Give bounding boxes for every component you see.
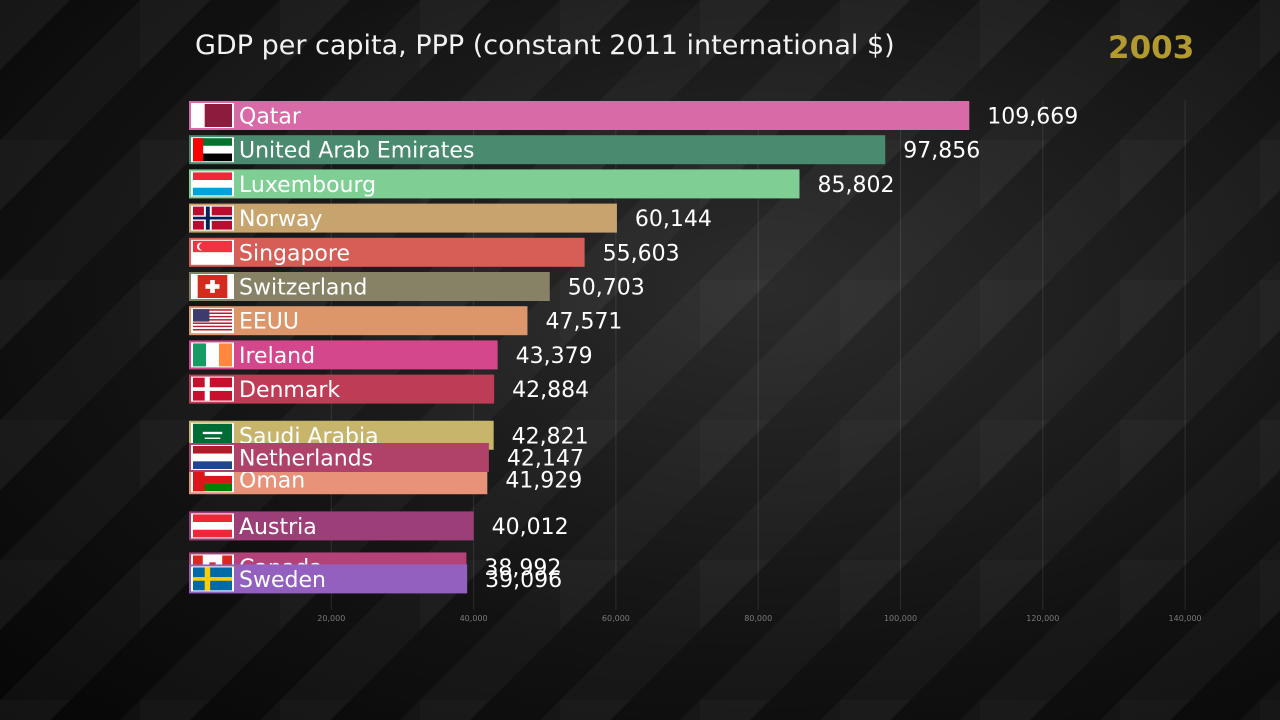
bar bbox=[189, 237, 585, 267]
bar-label: EEUU bbox=[239, 310, 299, 335]
bar-group: Qatar 109,669 bbox=[189, 101, 1078, 130]
bar-group: Austria 40,012 bbox=[189, 511, 569, 541]
x-tick-label: 100,000 bbox=[884, 614, 917, 623]
bar-label: Qatar bbox=[239, 105, 302, 130]
bar-label: Netherlands bbox=[239, 447, 373, 472]
bar-group: Singapore 55,603 bbox=[189, 237, 680, 267]
norway-flag bbox=[193, 206, 232, 230]
year-label: 2003 bbox=[1108, 30, 1195, 66]
bar bbox=[189, 443, 489, 472]
value-label: 85,802 bbox=[817, 173, 894, 198]
bar bbox=[189, 511, 474, 541]
saudi-flag bbox=[193, 423, 232, 447]
chart-title: GDP per capita, PPP (constant 2011 inter… bbox=[195, 30, 895, 61]
bar-group: Norway 60,144 bbox=[189, 203, 712, 233]
value-label: 60,144 bbox=[635, 207, 712, 232]
austria-flag bbox=[193, 514, 232, 538]
bar bbox=[189, 272, 550, 301]
bar bbox=[189, 564, 468, 594]
usa-flag bbox=[193, 309, 232, 333]
bar-label: Singapore bbox=[239, 241, 350, 266]
bar-group: EEUU 47,571 bbox=[189, 306, 622, 336]
bar-label: Austria bbox=[239, 515, 317, 540]
bar-group: Luxembourg 85,802 bbox=[189, 169, 894, 199]
x-tick-label: 80,000 bbox=[744, 614, 772, 623]
value-label: 38,992 bbox=[484, 556, 561, 581]
singapore-flag bbox=[193, 240, 232, 264]
bar-group: Switzerland 50,703 bbox=[189, 272, 645, 301]
value-label: 39,096 bbox=[485, 568, 562, 593]
bar bbox=[189, 169, 800, 199]
bar bbox=[189, 135, 886, 165]
value-label: 47,571 bbox=[545, 310, 622, 335]
value-label: 43,379 bbox=[516, 344, 593, 369]
bar bbox=[189, 374, 495, 404]
value-label: 109,669 bbox=[987, 105, 1078, 130]
x-tick-label: 20,000 bbox=[317, 614, 345, 623]
bar-group: Netherlands 42,147 bbox=[189, 443, 584, 472]
bar bbox=[189, 203, 617, 233]
value-label: 50,703 bbox=[568, 276, 645, 301]
sweden-flag bbox=[193, 567, 232, 591]
value-label: 55,603 bbox=[603, 241, 680, 266]
value-label: 42,884 bbox=[512, 378, 589, 403]
x-tick-label: 60,000 bbox=[602, 614, 630, 623]
oman-flag bbox=[193, 468, 232, 492]
x-tick-label: 120,000 bbox=[1026, 614, 1059, 623]
denmark-flag bbox=[193, 377, 232, 401]
value-label: 97,856 bbox=[903, 139, 980, 164]
bar-group: Ireland 43,379 bbox=[189, 340, 593, 370]
value-label: 42,147 bbox=[507, 447, 584, 472]
bar-label: Switzerland bbox=[239, 276, 367, 301]
bar-label: Sweden bbox=[239, 568, 326, 593]
netherlands-flag bbox=[193, 446, 232, 469]
switzerland-flag bbox=[197, 275, 228, 298]
qatar-flag bbox=[193, 104, 232, 127]
bar-group: Denmark 42,884 bbox=[189, 374, 589, 404]
bar bbox=[189, 340, 498, 370]
bar-label: Luxembourg bbox=[239, 173, 376, 198]
x-tick-label: 140,000 bbox=[1169, 614, 1202, 623]
bar-label: United Arab Emirates bbox=[239, 139, 474, 164]
value-label: 41,929 bbox=[505, 469, 582, 494]
bar-group: United Arab Emirates 97,856 bbox=[189, 135, 980, 165]
bar-label: Oman bbox=[239, 469, 305, 494]
bar bbox=[189, 306, 528, 336]
uae-flag bbox=[193, 138, 232, 162]
bar bbox=[189, 101, 970, 130]
x-tick-label: 40,000 bbox=[460, 614, 488, 623]
bar-label: Ireland bbox=[239, 344, 315, 369]
bar-group: Sweden 39,096 bbox=[189, 564, 562, 594]
value-label: 40,012 bbox=[492, 515, 569, 540]
bar-label: Denmark bbox=[239, 378, 340, 403]
value-label: 42,821 bbox=[512, 424, 589, 449]
luxembourg-flag bbox=[193, 172, 232, 196]
bar-label: Norway bbox=[239, 207, 322, 232]
ireland-flag bbox=[193, 343, 232, 367]
